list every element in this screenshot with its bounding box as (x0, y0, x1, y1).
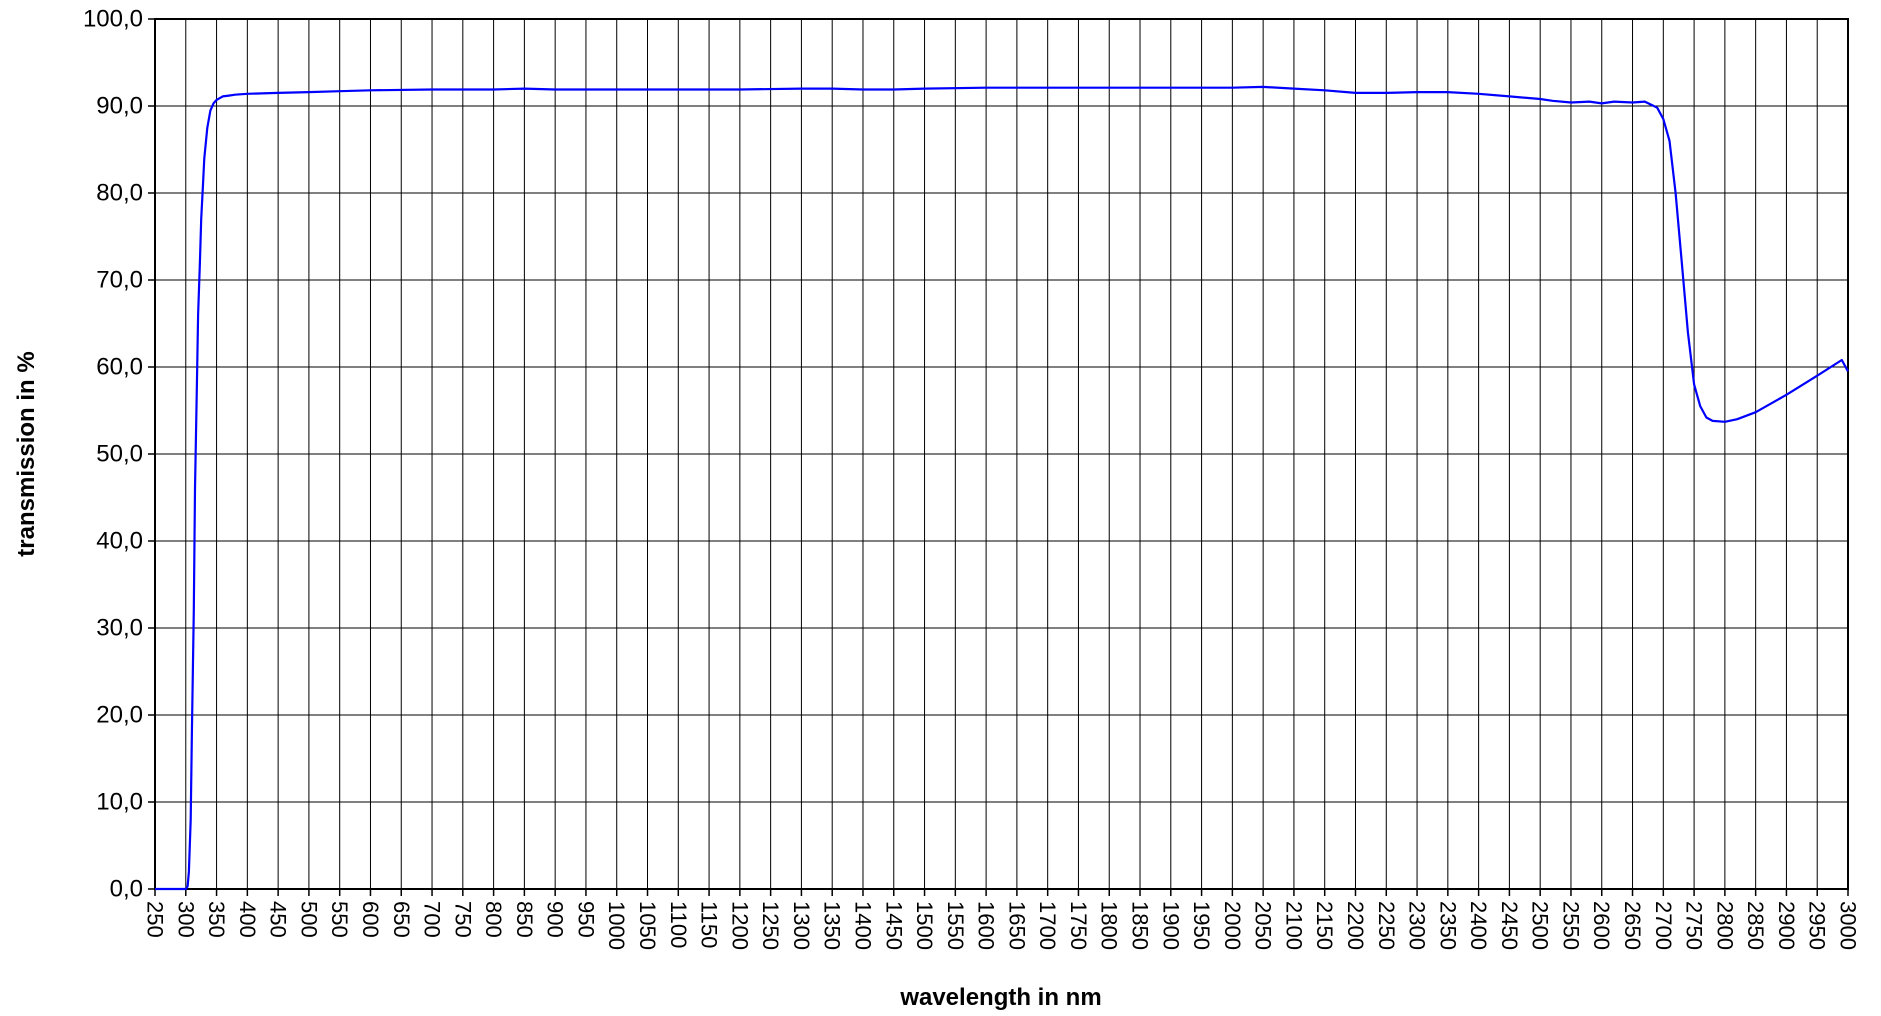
x-tick-label: 2950 (1805, 901, 1830, 950)
x-tick-label: 2700 (1651, 901, 1676, 950)
x-tick-label: 1550 (943, 901, 968, 950)
y-tick-label: 70,0 (96, 267, 143, 294)
x-tick-label: 650 (389, 901, 414, 938)
y-tick-label: 30,0 (96, 615, 143, 642)
x-tick-label: 750 (450, 901, 475, 938)
y-tick-labels: 0,0 10,0 20,0 30,0 40,0 50,0 60,0 70,0 80,0 90,0 1… (83, 6, 143, 903)
x-tick-label: 2300 (1405, 901, 1430, 950)
x-tick-label: 2400 (1466, 901, 1491, 950)
x-tick-label: 1650 (1004, 901, 1029, 950)
x-tick-label: 450 (266, 901, 291, 938)
x-tick-label: 2650 (1620, 901, 1645, 950)
x-tick-label: 1050 (635, 901, 660, 950)
x-tick-labels: 250 300 350 400 450 500 550 600 650 700 750 800 850 9… (143, 901, 1861, 950)
x-tick-label: 1000 (604, 901, 629, 950)
x-tick-label: 2900 (1774, 901, 1799, 950)
x-tick-label: 400 (235, 901, 260, 938)
x-tick-label: 2500 (1528, 901, 1553, 950)
x-tick-label: 1850 (1128, 901, 1153, 950)
y-tick-label: 20,0 (96, 702, 143, 729)
x-tick-label: 2050 (1251, 901, 1276, 950)
x-tick-label: 1750 (1066, 901, 1091, 950)
x-tick-marks (154, 889, 1849, 896)
y-tick-label: 90,0 (96, 93, 143, 120)
x-tick-label: 1300 (789, 901, 814, 950)
y-tick-label: 10,0 (96, 789, 143, 816)
x-tick-label: 1250 (758, 901, 783, 950)
x-tick-label: 2750 (1682, 901, 1707, 950)
x-tick-label: 1450 (881, 901, 906, 950)
y-tick-label: 100,0 (83, 6, 143, 33)
x-tick-label: 2200 (1343, 901, 1368, 950)
x-tick-label: 3000 (1836, 901, 1861, 950)
x-tick-label: 550 (327, 901, 352, 938)
y-tick-label: 60,0 (96, 354, 143, 381)
x-tick-label: 2150 (1312, 901, 1337, 950)
x-tick-label: 700 (420, 901, 445, 938)
x-tick-label: 2000 (1220, 901, 1245, 950)
x-tick-label: 1600 (974, 901, 999, 950)
x-tick-label: 2550 (1558, 901, 1583, 950)
x-tick-label: 250 (143, 901, 168, 938)
y-tick-label: 0,0 (110, 876, 143, 903)
x-axis-title: wavelength in nm (899, 984, 1101, 1011)
x-tick-label: 1700 (1035, 901, 1060, 950)
x-tick-label: 2800 (1712, 901, 1737, 950)
transmission-series-line (155, 85, 1849, 891)
y-tick-marks (148, 18, 155, 890)
x-tick-label: 1400 (850, 901, 875, 950)
x-tick-label: 2350 (1435, 901, 1460, 950)
x-tick-label: 350 (204, 901, 229, 938)
x-tick-label: 1950 (1189, 901, 1214, 950)
x-tick-label: 2100 (1281, 901, 1306, 950)
x-tick-label: 2600 (1589, 901, 1614, 950)
x-tick-label: 1150 (697, 901, 722, 948)
x-tick-label: 800 (481, 901, 506, 938)
x-tick-label: 2850 (1743, 901, 1768, 950)
x-tick-label: 1200 (727, 901, 752, 950)
y-tick-label: 80,0 (96, 180, 143, 207)
x-tick-label: 950 (573, 901, 598, 938)
y-tick-label: 50,0 (96, 441, 143, 468)
x-tick-label: 500 (296, 901, 321, 938)
x-tick-label: 1900 (1158, 901, 1183, 950)
x-tick-label: 900 (543, 901, 568, 938)
x-tick-label: 1500 (912, 901, 937, 950)
y-axis-title: transmission in % (13, 351, 40, 556)
x-tick-label: 1350 (820, 901, 845, 950)
x-tick-label: 2450 (1497, 901, 1522, 950)
x-tick-label: 300 (173, 901, 198, 938)
x-tick-label: 1100 (666, 901, 691, 948)
x-tick-label: 850 (512, 901, 537, 938)
x-tick-label: 2250 (1374, 901, 1399, 950)
x-tick-label: 1800 (1097, 901, 1122, 950)
y-tick-label: 40,0 (96, 528, 143, 555)
x-tick-label: 600 (358, 901, 383, 938)
